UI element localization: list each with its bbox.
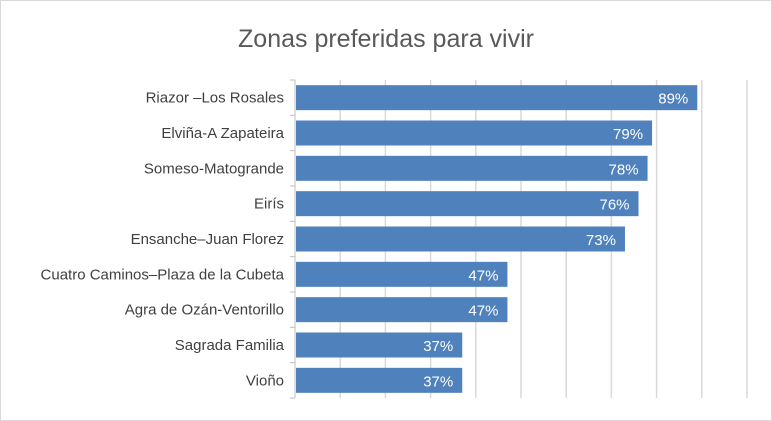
category-label: Agra de Ozán-Ventorillo bbox=[125, 302, 284, 319]
bar bbox=[296, 332, 463, 358]
bar bbox=[296, 155, 648, 181]
category-label: Sagrada Familia bbox=[175, 337, 285, 354]
bar bbox=[296, 120, 653, 146]
data-label: 79% bbox=[613, 126, 643, 143]
data-label: 76% bbox=[599, 197, 629, 214]
category-label: Cuatro Caminos–Plaza de la Cubeta bbox=[41, 266, 285, 283]
bar bbox=[296, 226, 625, 252]
data-label: 47% bbox=[468, 267, 498, 284]
bar bbox=[296, 85, 698, 111]
category-label: Ensanche–Juan Florez bbox=[131, 231, 284, 248]
data-label: 47% bbox=[468, 303, 498, 320]
bar bbox=[296, 367, 463, 393]
data-label: 37% bbox=[423, 373, 453, 390]
category-label: Riazor –Los Rosales bbox=[146, 90, 284, 107]
data-label: 73% bbox=[586, 232, 616, 249]
data-label: 89% bbox=[658, 91, 688, 108]
category-label: Someso-Matogrande bbox=[144, 160, 284, 177]
bar bbox=[296, 261, 508, 287]
category-label: Elviña-A Zapateira bbox=[161, 125, 284, 142]
category-label: Eirís bbox=[254, 196, 284, 213]
bar bbox=[296, 297, 508, 323]
category-label: Vioño bbox=[246, 372, 284, 389]
data-label: 37% bbox=[423, 338, 453, 355]
chart-title: Zonas preferidas para vivir bbox=[238, 25, 534, 53]
bar bbox=[296, 191, 639, 217]
data-label: 78% bbox=[609, 161, 639, 178]
